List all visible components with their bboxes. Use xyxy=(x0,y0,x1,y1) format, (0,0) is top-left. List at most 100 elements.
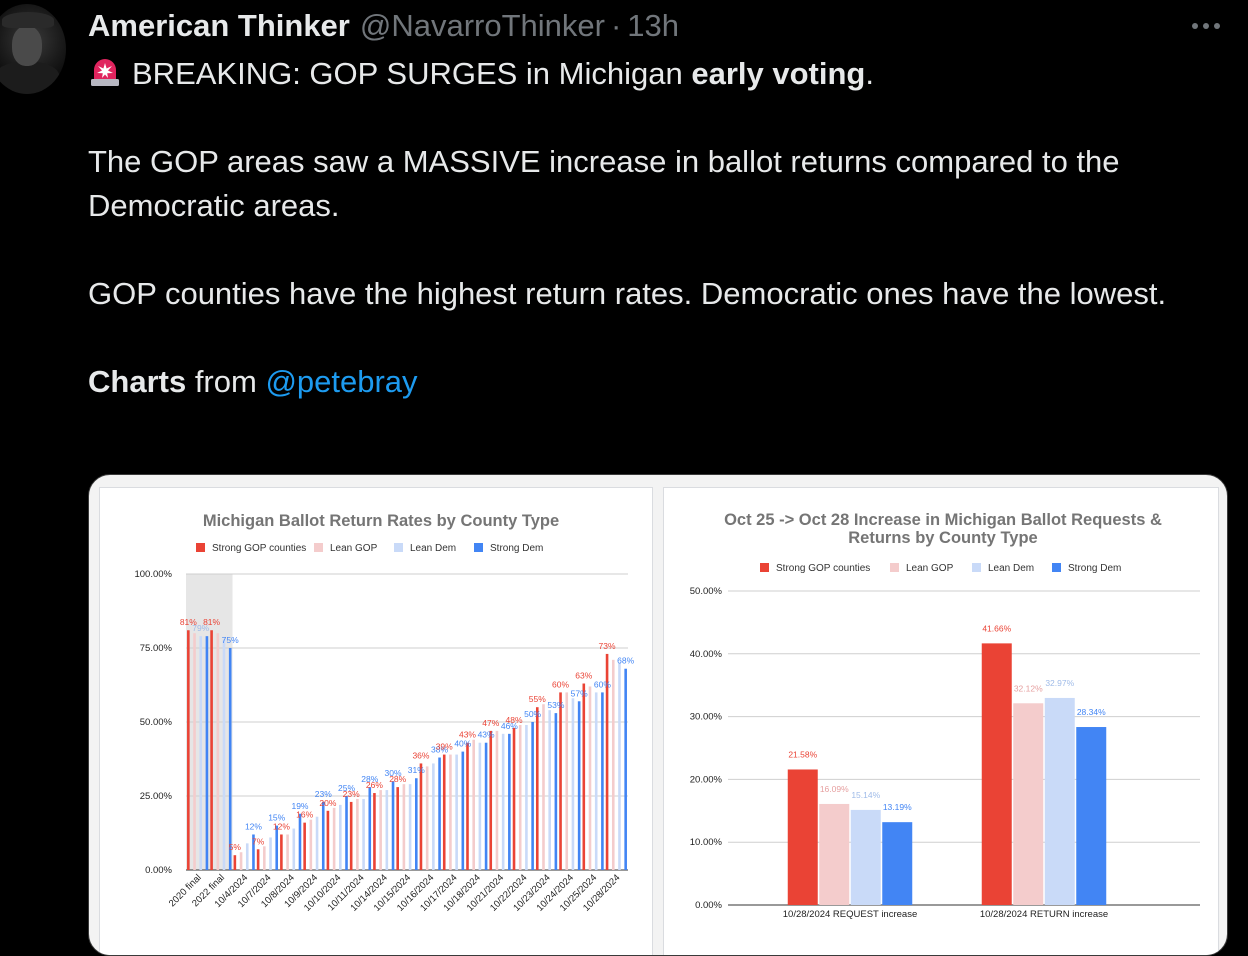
bar xyxy=(199,636,203,870)
bar xyxy=(332,807,336,870)
data-label: 57% xyxy=(571,688,588,698)
bar xyxy=(535,707,539,870)
data-label: 46% xyxy=(501,721,518,731)
bar xyxy=(303,822,306,870)
tweet-para-charts: Charts from @petebray xyxy=(88,360,1228,404)
legend-label: Strong GOP counties xyxy=(212,543,306,554)
data-label: 75% xyxy=(222,635,239,645)
chart-title: Michigan Ballot Return Rates by County T… xyxy=(203,512,559,530)
bar xyxy=(193,633,196,870)
bar xyxy=(588,686,592,870)
bar xyxy=(981,643,1012,905)
bar xyxy=(1013,703,1044,905)
bar xyxy=(618,662,621,870)
bar xyxy=(461,751,465,870)
data-label: 53% xyxy=(547,700,564,710)
bar xyxy=(787,769,818,905)
x-category-label: 10/28/2024 RETURN increase xyxy=(980,909,1108,920)
bar xyxy=(554,713,558,870)
bar xyxy=(275,825,279,870)
bar xyxy=(205,636,209,870)
bar xyxy=(419,763,423,870)
bar xyxy=(187,630,190,870)
legend-label: Lean Dem xyxy=(988,563,1034,574)
bar xyxy=(850,809,881,905)
data-label: 43% xyxy=(459,730,476,740)
data-label: 81% xyxy=(203,617,220,627)
data-label: 73% xyxy=(599,641,616,651)
breaking-end: . xyxy=(865,56,874,91)
bar xyxy=(1076,727,1107,905)
data-label: 23% xyxy=(315,789,332,799)
data-label: 81% xyxy=(180,617,197,627)
bar xyxy=(362,798,365,870)
bar xyxy=(222,639,226,870)
bar xyxy=(478,742,482,870)
bar xyxy=(269,837,272,870)
data-label: 5% xyxy=(229,842,242,852)
bar xyxy=(396,787,399,870)
data-label: 26% xyxy=(366,780,383,790)
bar xyxy=(508,733,511,870)
bar xyxy=(368,787,372,870)
data-label: 32.97% xyxy=(1045,678,1074,688)
bar xyxy=(442,754,446,870)
bar xyxy=(624,668,627,870)
bar xyxy=(415,778,418,870)
mention-link[interactable]: @petebray xyxy=(265,364,418,399)
bar xyxy=(605,653,609,870)
data-label: 40% xyxy=(454,739,471,749)
data-label: 63% xyxy=(575,671,592,681)
legend-label: Strong Dem xyxy=(1068,563,1121,574)
data-label: 60% xyxy=(552,679,569,689)
bar xyxy=(252,834,255,870)
tweet-text: BREAKING: GOP SURGES in Michigan early v… xyxy=(88,52,1228,404)
author-handle[interactable]: @NavarroThinker xyxy=(359,8,605,43)
legend-label: Strong GOP counties xyxy=(776,563,870,574)
charts-from-text: from xyxy=(186,364,266,399)
data-label: 30% xyxy=(385,768,402,778)
data-label: 21.58% xyxy=(788,749,817,759)
chart-title-line-1: Oct 25 -> Oct 28 Increase in Michigan Ba… xyxy=(724,511,1162,529)
bar xyxy=(518,724,522,870)
bar xyxy=(349,801,353,870)
timestamp[interactable]: 13h xyxy=(627,8,680,43)
bar xyxy=(245,843,249,870)
data-label: 25% xyxy=(338,783,355,793)
bar xyxy=(582,683,586,870)
y-tick-label: 10.00% xyxy=(690,837,723,848)
x-category-label: 10/28/2024 REQUEST increase xyxy=(783,909,917,920)
bar xyxy=(280,834,283,870)
tweet-media[interactable]: Michigan Ballot Return Rates by County T… xyxy=(88,474,1228,956)
tweet-para-2: The GOP areas saw a MASSIVE increase in … xyxy=(88,144,1120,223)
legend-label: Lean GOP xyxy=(330,543,378,554)
data-label: 28.34% xyxy=(1077,707,1106,717)
bar xyxy=(339,804,342,870)
data-label: 36% xyxy=(412,750,429,760)
y-tick-label: 0.00% xyxy=(695,900,722,911)
breaking-text: BREAKING: GOP SURGES in Michigan xyxy=(132,56,692,91)
bar xyxy=(210,630,213,870)
bar xyxy=(531,722,534,870)
y-tick-label: 25.00% xyxy=(140,791,173,802)
legend-swatch xyxy=(474,543,483,552)
data-label: 12% xyxy=(273,821,290,831)
author-name[interactable]: American Thinker xyxy=(88,8,350,43)
data-label: 79% xyxy=(192,623,209,633)
data-label: 20% xyxy=(319,798,336,808)
data-label: 43% xyxy=(478,730,495,740)
bar xyxy=(432,763,435,870)
legend-swatch xyxy=(394,543,403,552)
bar xyxy=(559,692,562,870)
charts-bold-text: Charts xyxy=(88,364,187,399)
bar xyxy=(449,754,452,870)
data-label: 7% xyxy=(252,836,265,846)
avatar[interactable] xyxy=(0,4,66,94)
legend-label: Lean GOP xyxy=(906,563,954,574)
data-label: 15% xyxy=(268,813,285,823)
bar xyxy=(385,790,389,870)
data-label: 13.19% xyxy=(883,802,912,812)
avatar-face xyxy=(12,26,42,66)
data-label: 41.66% xyxy=(982,623,1011,633)
more-options-button[interactable] xyxy=(1186,6,1226,46)
